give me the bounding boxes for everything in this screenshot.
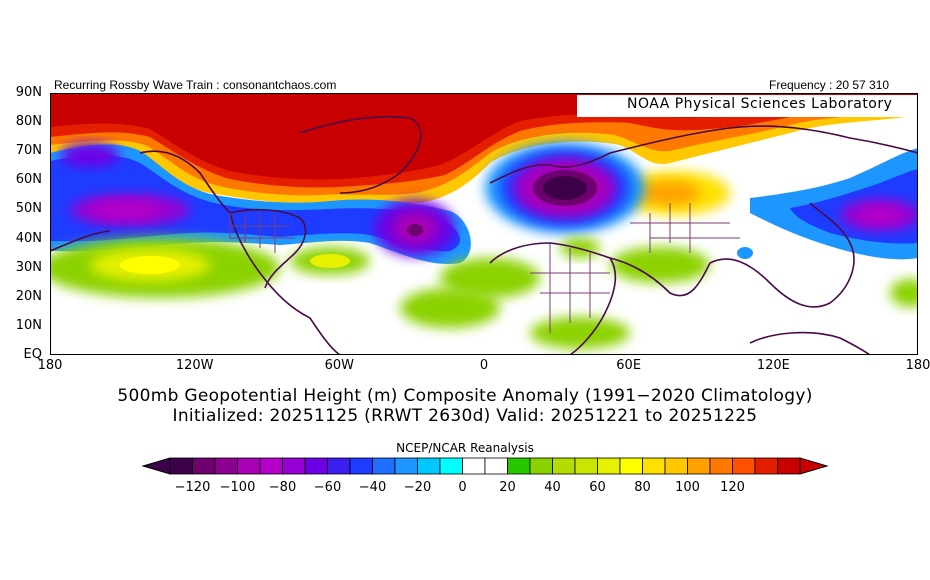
colorbar-swatch <box>754 457 778 475</box>
colorbar-swatch <box>282 457 306 475</box>
y-tick: 60N <box>15 172 42 188</box>
colorbar-arrow-low <box>141 457 171 475</box>
x-tick: 60E <box>616 358 642 373</box>
colorbar-swatch <box>327 457 351 475</box>
watermark-box <box>577 95 917 117</box>
colorbar-arrow-high <box>799 457 829 475</box>
colorbar-swatch <box>259 457 283 475</box>
colorbar-swatch <box>732 457 756 475</box>
x-tick: 180 <box>37 358 63 373</box>
colorbar-swatch <box>372 457 396 475</box>
y-tick: 30N <box>15 259 42 275</box>
colorbar-swatch <box>484 457 508 475</box>
colorbar-swatch <box>304 457 328 475</box>
borders <box>229 203 740 333</box>
header-left: Recurring Rossby Wave Train : consonantc… <box>54 78 337 92</box>
colorbar-swatch <box>597 457 621 475</box>
colorbar-label: NCEP/NCAR Reanalysis <box>396 441 534 455</box>
colorbar-tick: 40 <box>544 480 561 495</box>
colorbar-swatch <box>574 457 598 475</box>
colorbar-swatch <box>642 457 666 475</box>
watermark-text: NOAA Physical Sciences Laboratory <box>627 96 893 112</box>
colorbar-swatch <box>529 457 553 475</box>
map-canvas <box>50 93 918 355</box>
colorbar-swatch <box>709 457 733 475</box>
y-tick: 40N <box>15 230 42 246</box>
x-tick: 0 <box>479 358 489 373</box>
colorbar-tick: −80 <box>268 480 297 495</box>
x-tick: 60W <box>324 358 355 373</box>
colorbar-tick: −60 <box>313 480 342 495</box>
colorbar-tick: −20 <box>403 480 432 495</box>
colorbar-tick: 80 <box>634 480 651 495</box>
title-line-1: 500mb Geopotential Height (m) Composite … <box>117 386 813 406</box>
colorbar-swatch <box>192 457 216 475</box>
colorbar-swatch <box>507 457 531 475</box>
colorbar-swatch <box>214 457 238 475</box>
x-tick: 120W <box>175 358 214 373</box>
coastlines <box>50 115 918 355</box>
colorbar-tick: 100 <box>675 480 700 495</box>
colorbar-tick: 20 <box>499 480 516 495</box>
y-tick: 50N <box>15 201 42 217</box>
colorbar-swatch <box>664 457 688 475</box>
colorbar-swatch <box>619 457 643 475</box>
colorbar-tick: 0 <box>458 480 467 495</box>
colorbar-swatch <box>552 457 576 475</box>
colorbar-swatch <box>237 457 261 475</box>
colorbar-swatch <box>394 457 418 475</box>
colorbar-tick: 120 <box>720 480 745 495</box>
anomaly-map <box>50 93 918 355</box>
colorbar-tick: −40 <box>358 480 387 495</box>
header-right: Frequency : 20 57 310 <box>769 78 890 92</box>
colorbar-tick: −120 <box>174 480 211 495</box>
colorbar-swatch <box>439 457 463 475</box>
y-tick: 90N <box>15 85 42 100</box>
colorbar-swatch <box>462 457 486 475</box>
colorbar-swatch <box>687 457 711 475</box>
colorbar-swatch <box>417 457 441 475</box>
anomaly-field <box>50 93 918 355</box>
colorbar-tick: 60 <box>589 480 606 495</box>
y-tick: 80N <box>15 114 42 130</box>
title-line-2: Initialized: 20251125 (RRWT 2630d) Valid… <box>172 406 758 426</box>
y-tick: 70N <box>15 143 42 159</box>
colorbar-tick: −100 <box>219 480 256 495</box>
y-tick: 10N <box>15 317 42 333</box>
colorbar <box>141 457 829 475</box>
colorbar-swatch <box>777 457 801 475</box>
x-tick: 180 <box>905 358 930 373</box>
y-tick: EQ <box>23 346 42 362</box>
y-tick: 20N <box>15 288 42 304</box>
colorbar-swatch <box>349 457 373 475</box>
x-tick: 120E <box>756 358 790 373</box>
colorbar-swatch <box>169 457 193 475</box>
